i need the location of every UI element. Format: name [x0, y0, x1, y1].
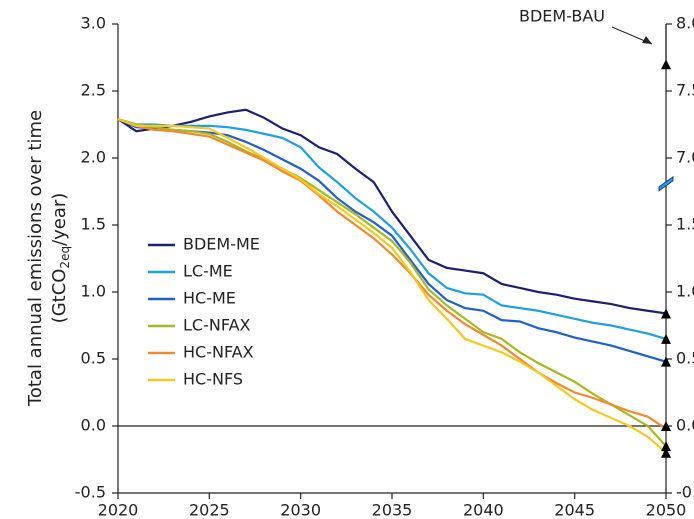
y2-tick-label: -0.5 [676, 483, 694, 502]
x-tick-label: 2040 [463, 501, 504, 519]
y-tick-label: 2.5 [81, 81, 106, 100]
series-line [117, 118, 667, 454]
y2-tick-label: 0.5 [676, 349, 694, 368]
legend-label: LC-ME [183, 262, 233, 281]
y2-tick-label: 7.5 [676, 81, 694, 100]
y-tick-label: 0.5 [81, 349, 106, 368]
end-marker [661, 447, 671, 458]
y-tick-label: -0.5 [75, 483, 106, 502]
x-tick-label: 2045 [554, 501, 595, 519]
y-tick-label: 0.0 [81, 416, 106, 435]
x-tick-label: 2025 [189, 501, 230, 519]
end-marker [661, 333, 671, 344]
y-label-pre: (GtCO [49, 269, 70, 324]
y2-tick-label: 1.5 [676, 215, 694, 234]
end-marker [661, 421, 671, 431]
y-label-sub: 2eq [58, 246, 72, 269]
y-tick-label: 3.0 [81, 14, 106, 33]
legend-label: LC-NFAX [183, 316, 251, 335]
annotation: BDEM-BAU [519, 7, 605, 26]
x-tick-label: 2030 [280, 501, 321, 519]
x-tick-label: 2050 [646, 501, 687, 519]
legend-label: HC-NFS [183, 370, 243, 389]
y-label-line1: Total annual emissions over time [25, 110, 46, 407]
legend-label: HC-ME [183, 289, 236, 308]
y2-tick-label: 0.0 [676, 416, 694, 435]
series-line [117, 118, 667, 430]
y2-tick-label: 1.0 [676, 282, 694, 301]
y-tick-label: 1.0 [81, 282, 106, 301]
end-marker [661, 308, 671, 319]
y-label: Total annual emissions over time (GtCO2e… [25, 110, 72, 407]
x-tick-label: 2035 [372, 501, 413, 519]
y-label-post: /year) [49, 193, 70, 246]
end-marker [661, 441, 671, 452]
series-line [117, 108, 667, 315]
annotation-arrowhead [642, 36, 652, 44]
legend-label: HC-NFAX [183, 343, 254, 362]
x-tick-label: 2020 [98, 501, 139, 519]
axis-break [658, 176, 674, 192]
y2-tick-label: 8.0 [676, 14, 694, 33]
series-line [117, 118, 667, 340]
y-tick-label: 1.5 [81, 215, 106, 234]
y-label-line2: (GtCO2eq/year) [49, 193, 72, 324]
end-marker [661, 356, 671, 367]
legend-label: BDEM-ME [183, 235, 260, 254]
y-tick-label: 2.0 [81, 148, 106, 167]
y2-tick-label: 7.0 [676, 148, 694, 167]
series-line [117, 118, 667, 363]
series-line [117, 118, 667, 447]
